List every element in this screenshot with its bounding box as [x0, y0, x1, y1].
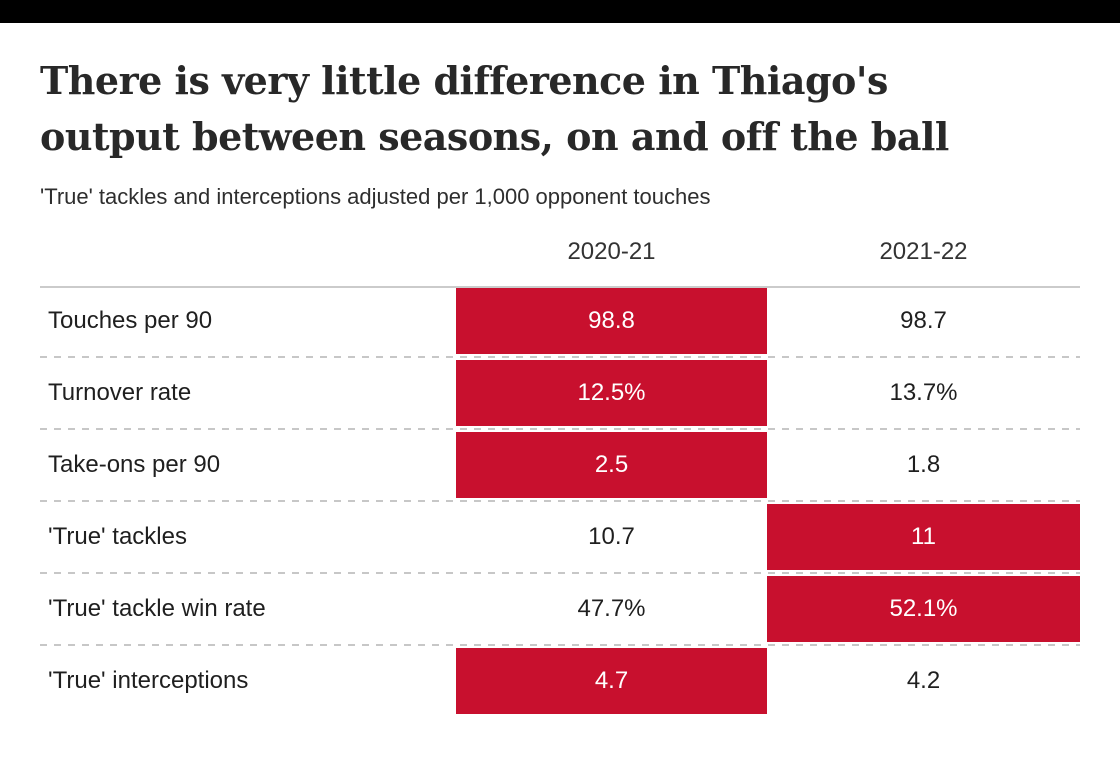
chart-title: There is very little difference in Thiag… [40, 53, 1080, 165]
value-2021-22: 1.8 [906, 451, 941, 478]
chart-title-line-2: output between seasons, on and off the b… [40, 114, 949, 159]
row-label: 'True' tackle win rate [48, 595, 266, 622]
value-2020-21: 12.5% [456, 360, 767, 426]
row-separator [40, 572, 1080, 574]
row-separator [40, 428, 1080, 430]
table-row: Touches per 90 98.8 98.7 [40, 288, 1080, 354]
row-separator [40, 356, 1080, 358]
column-header-2021-22: 2021-22 [879, 238, 968, 265]
chart-subtitle: 'True' tackles and interceptions adjuste… [40, 184, 711, 209]
value-2020-21: 4.7 [456, 648, 767, 714]
value-2021-22: 13.7% [889, 379, 958, 406]
table-body: Touches per 90 98.8 98.7 Turnover rate 1… [40, 288, 1080, 714]
value-2020-21: 47.7% [577, 595, 646, 622]
column-header-2020-21: 2020-21 [567, 238, 656, 265]
row-separator [40, 500, 1080, 502]
row-label: Take-ons per 90 [48, 451, 221, 478]
value-2021-22: 4.2 [906, 667, 941, 694]
table-header-row: 2020-21 2021-22 [40, 238, 1080, 288]
row-separator [40, 644, 1080, 646]
row-label: 'True' tackles [48, 523, 187, 550]
row-label: Turnover rate [48, 379, 192, 406]
row-label: 'True' interceptions [48, 667, 249, 694]
value-2021-22: 11 [767, 504, 1080, 570]
value-2021-22: 52.1% [767, 576, 1080, 642]
chart-title-line-1: There is very little difference in Thiag… [40, 58, 888, 103]
table-row: 'True' tackles 10.7 11 [40, 504, 1080, 570]
row-label: Touches per 90 [48, 307, 213, 334]
value-2020-21: 10.7 [588, 523, 635, 550]
value-2021-22: 98.7 [900, 307, 947, 334]
value-2020-21: 2.5 [456, 432, 767, 498]
table-row: Turnover rate 12.5% 13.7% [40, 360, 1080, 426]
value-2020-21: 98.8 [456, 288, 767, 354]
top-black-bar [0, 0, 1120, 23]
table-row: 'True' interceptions 4.7 4.2 [40, 648, 1080, 714]
table-row: Take-ons per 90 2.5 1.8 [40, 432, 1080, 498]
table-row: 'True' tackle win rate 47.7% 52.1% [40, 576, 1080, 642]
chart-container: There is very little difference in Thiag… [0, 53, 1120, 714]
